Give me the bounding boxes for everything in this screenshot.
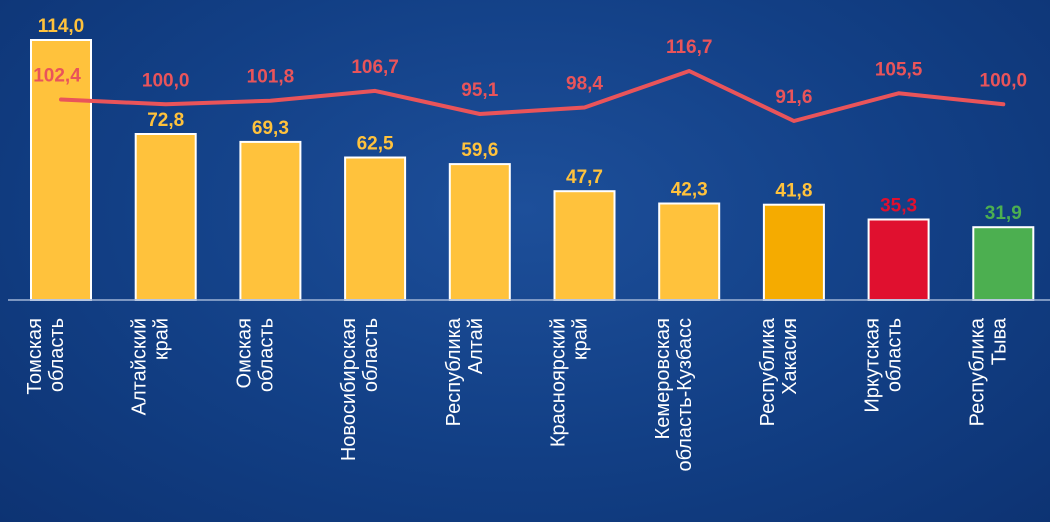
bar-value-label-4: 59,6 — [461, 140, 498, 161]
category-label-line: Алтай — [465, 318, 487, 374]
category-label-line: Тыва — [988, 317, 1010, 365]
category-label-line: область — [884, 318, 906, 392]
bar-value-label-3: 62,5 — [357, 134, 394, 155]
category-label-4: РеспубликаАлтай — [443, 317, 487, 426]
bar-value-label-5: 47,7 — [566, 167, 603, 188]
bar-value-label-9: 31,9 — [985, 203, 1022, 224]
line-value-label-8: 105,5 — [875, 59, 923, 80]
category-label-2: Омскаяобласть — [233, 318, 277, 392]
category-label-line: Кемеровская — [652, 318, 674, 439]
bar-0 — [30, 39, 92, 301]
category-labels: Томскаяобласть Алтайскийкрай Омскаяобласть… — [24, 317, 1010, 471]
category-label-line: Иркутская — [862, 318, 884, 413]
line-value-label-5: 98,4 — [566, 74, 603, 95]
line-value-label-7: 91,6 — [775, 87, 812, 108]
line-value-label-0: 102,4 — [33, 66, 81, 87]
bar-value-labels: 114,0 72,8 69,3 62,5 59,6 47,7 42,3 41,8 35,3 31,… — [38, 16, 1022, 224]
category-label-line: область — [46, 318, 68, 392]
bar-value-label-8: 35,3 — [880, 196, 917, 217]
line-value-label-3: 106,7 — [351, 57, 399, 78]
bar-1 — [134, 133, 197, 301]
category-label-line: область-Кузбасс — [674, 318, 696, 471]
bars-group — [30, 39, 1035, 301]
category-label-line: Томская — [24, 318, 46, 395]
category-label-1: Алтайскийкрай — [129, 318, 173, 415]
line-value-label-1: 100,0 — [142, 70, 190, 91]
line-value-label-4: 95,1 — [461, 80, 498, 101]
line-series — [59, 69, 1006, 123]
bar-value-label-0: 114,0 — [38, 16, 85, 37]
line-value-labels: 102,4 100,0 101,8 106,7 95,1 98,4 116,7 91,6 105… — [33, 37, 1027, 108]
bar-2 — [239, 140, 302, 301]
category-label-5: Красноярскийкрай — [548, 318, 592, 447]
bar-3 — [344, 156, 407, 301]
line-value-label-9: 100,0 — [980, 70, 1028, 91]
line-series-group — [59, 69, 1006, 123]
line-value-label-2: 101,8 — [247, 67, 295, 88]
bar-value-label-1: 72,8 — [147, 110, 184, 131]
category-label-line: край — [570, 318, 592, 360]
category-label-line: Алтайский — [129, 318, 151, 415]
category-label-3: Новосибирскаяобласть — [338, 318, 382, 461]
category-label-line: Хакасия — [779, 318, 801, 395]
bar-6 — [658, 202, 721, 301]
bar-7 — [762, 203, 825, 301]
bar-value-label-6: 42,3 — [671, 180, 708, 201]
category-label-line: край — [151, 318, 173, 360]
category-label-line: Республика — [443, 317, 465, 426]
category-label-line: область — [360, 318, 382, 392]
category-label-line: область — [255, 318, 277, 392]
category-label-line: Новосибирская — [338, 318, 360, 461]
category-label-7: РеспубликаХакасия — [757, 317, 801, 426]
category-label-line: Республика — [757, 317, 779, 426]
category-label-0: Томскаяобласть — [24, 318, 68, 395]
category-label-6: Кемеровскаяобласть-Кузбасс — [652, 318, 696, 471]
category-label-line: Омская — [233, 318, 255, 388]
category-label-line: Красноярский — [548, 318, 570, 447]
bar-9 — [972, 226, 1035, 301]
category-label-9: РеспубликаТыва — [966, 317, 1010, 426]
category-label-8: Иркутскаяобласть — [862, 318, 906, 413]
bar-4 — [448, 163, 511, 301]
line-value-label-6: 116,7 — [666, 37, 713, 58]
bar-5 — [553, 190, 616, 301]
bar-value-label-2: 69,3 — [252, 118, 289, 139]
bar-value-label-7: 41,8 — [775, 181, 812, 202]
category-label-line: Республика — [966, 317, 988, 426]
bar-8 — [867, 218, 930, 301]
